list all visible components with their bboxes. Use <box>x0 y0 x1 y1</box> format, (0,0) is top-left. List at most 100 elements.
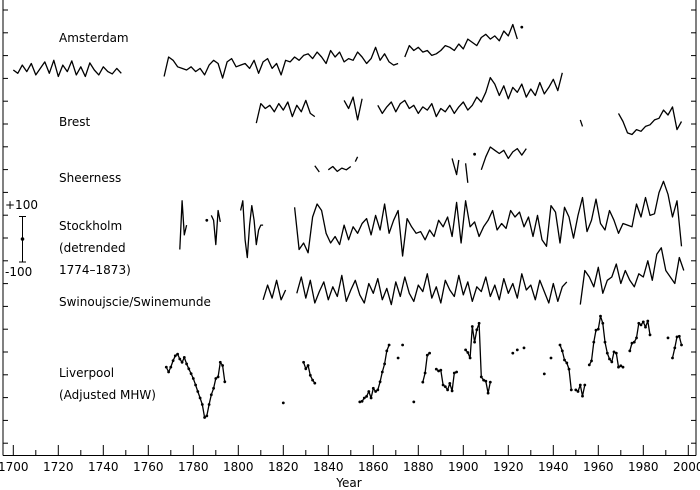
liverpool-point <box>365 395 368 398</box>
liverpool-point <box>666 336 670 340</box>
liverpool-point <box>594 328 598 332</box>
series-labels: Amsterdam Brest Sheerness Stockholm (det… <box>59 31 211 402</box>
liverpool-point <box>169 365 173 369</box>
sheerness-segment <box>464 163 469 183</box>
liverpool-point <box>434 367 438 371</box>
plot-area <box>12 23 685 419</box>
liverpool-point <box>603 340 607 344</box>
liverpool-point <box>412 400 416 404</box>
liverpool-point <box>446 388 449 392</box>
liverpool-point <box>648 333 652 337</box>
liverpool-point <box>306 364 310 367</box>
x-tick-label: 1980 <box>628 460 659 474</box>
x-tick-label: 1820 <box>268 460 299 474</box>
x-tick-label: 1780 <box>178 460 209 474</box>
amsterdam-point <box>520 25 524 29</box>
sheerness-segment <box>480 146 527 171</box>
liverpool-point <box>396 356 400 360</box>
liverpool-point <box>450 389 454 393</box>
liverpool-point <box>173 354 177 358</box>
series-stockholm <box>179 180 683 259</box>
amsterdam-segment <box>12 59 122 78</box>
stockholm-point <box>205 218 209 222</box>
liverpool-point <box>677 334 681 338</box>
liverpool-point <box>189 372 193 375</box>
liverpool-point <box>313 381 317 385</box>
liverpool-segment <box>422 352 431 383</box>
series-swinoujscie <box>262 247 685 306</box>
liverpool-point <box>671 356 674 360</box>
label-liverpool-adjusted: (Adjusted MHW) <box>59 388 156 402</box>
liverpool-point <box>191 377 195 380</box>
liverpool-point <box>185 362 189 366</box>
x-tick-label: 1860 <box>358 460 389 474</box>
liverpool-point <box>171 359 175 362</box>
x-ticks: 1700 1720 1740 1760 1780 1800 1820 1840 1860 1880… <box>0 445 700 474</box>
liverpool-point <box>565 361 569 365</box>
series-amsterdam <box>12 23 524 79</box>
stockholm-segment <box>239 200 264 259</box>
liverpool-point <box>675 335 679 339</box>
liverpool-point <box>374 390 377 393</box>
liverpool-point <box>437 369 440 373</box>
swinoujscie-segment <box>262 279 287 301</box>
liverpool-point <box>637 321 641 325</box>
liverpool-point <box>221 364 225 367</box>
stockholm-segment <box>210 209 221 246</box>
liverpool-point <box>385 349 389 353</box>
liverpool-point <box>376 388 380 392</box>
sheerness-segment <box>314 165 320 173</box>
liverpool-point <box>592 340 596 344</box>
liverpool-point <box>223 380 227 384</box>
liverpool-point <box>198 396 202 400</box>
x-tick-label: 1880 <box>403 460 434 474</box>
liverpool-point <box>205 414 209 418</box>
liverpool-point <box>549 356 553 360</box>
stockholm-segment <box>293 180 683 257</box>
liverpool-point <box>542 372 546 376</box>
x-tick-label: 1840 <box>313 460 344 474</box>
x-tick-label: 1960 <box>583 460 614 474</box>
liverpool-point <box>311 378 314 382</box>
liverpool-point <box>281 401 285 405</box>
liverpool-point <box>511 351 515 355</box>
brest-segment <box>343 96 363 121</box>
liverpool-point <box>439 368 443 372</box>
liverpool-point <box>196 390 200 393</box>
swinoujscie-segment <box>296 273 568 306</box>
label-stockholm-detrended: (detrended <box>59 241 126 255</box>
liverpool-point <box>641 320 645 324</box>
liverpool-point <box>470 325 474 328</box>
x-tick-label: 1940 <box>538 460 569 474</box>
liverpool-point <box>187 367 191 371</box>
sheerness-segment <box>354 156 359 162</box>
x-tick-label: 1760 <box>133 460 164 474</box>
axes <box>2 0 697 456</box>
liverpool-point <box>441 383 445 387</box>
liverpool-point <box>473 340 476 344</box>
liverpool-point <box>590 359 593 363</box>
swinoujscie-segment <box>579 247 685 305</box>
liverpool-point <box>164 365 168 369</box>
liverpool-point <box>443 385 447 388</box>
amsterdam-segment <box>404 23 518 58</box>
label-stockholm: Stockholm <box>59 219 122 233</box>
liverpool-point <box>180 360 184 364</box>
liverpool-point <box>578 383 582 387</box>
stockholm-segment <box>179 200 188 250</box>
liverpool-point <box>380 370 384 374</box>
liverpool-point <box>605 351 609 355</box>
liverpool-point <box>209 393 213 397</box>
scale-bar-top-label: +100 <box>5 198 38 212</box>
liverpool-point <box>576 390 580 393</box>
liverpool-point <box>619 364 623 368</box>
liverpool-point <box>452 371 456 375</box>
sheerness-point <box>473 152 476 156</box>
liverpool-point <box>194 383 198 387</box>
liverpool-point <box>218 360 222 364</box>
liverpool-point <box>644 325 647 329</box>
brest-segment <box>255 99 316 124</box>
liverpool-point <box>635 336 638 340</box>
brest-segment <box>377 72 563 118</box>
